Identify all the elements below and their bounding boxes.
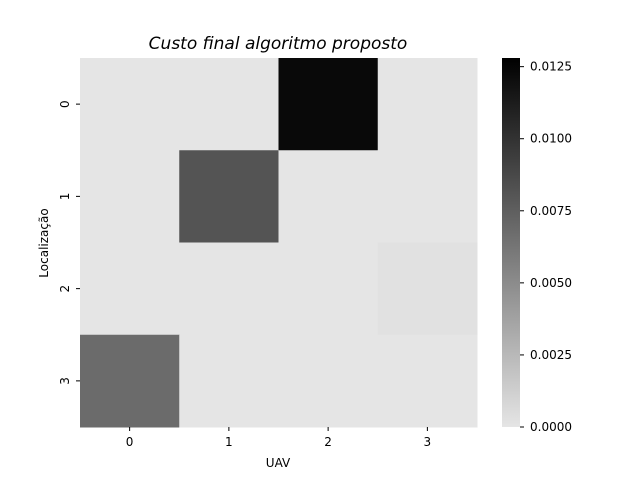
chart-title: Custo final algoritmo proposto bbox=[149, 34, 408, 54]
x-tick-label: 1 bbox=[225, 435, 233, 449]
y-tick-label: 1 bbox=[58, 193, 72, 201]
colorbar-tick-label: 0.0000 bbox=[530, 420, 572, 434]
heatmap-cell bbox=[377, 150, 478, 243]
x-axis-label: UAV bbox=[266, 456, 291, 470]
y-axis: 0 1 2 3 bbox=[58, 100, 80, 385]
heatmap-cell bbox=[377, 58, 478, 151]
heatmap-cell bbox=[278, 150, 379, 243]
heatmap-cell bbox=[179, 58, 279, 151]
heatmap-cell bbox=[179, 150, 279, 243]
heatmap-cell bbox=[179, 334, 279, 428]
y-axis-label: Localização bbox=[37, 208, 51, 277]
heatmap-cell bbox=[377, 334, 478, 428]
x-axis: 0 1 2 3 bbox=[126, 427, 431, 449]
heatmap-cell bbox=[278, 242, 379, 336]
heatmap-cell bbox=[80, 150, 180, 243]
x-tick-label: 0 bbox=[126, 435, 134, 449]
heatmap-cell bbox=[278, 334, 379, 428]
heatmap-cell bbox=[179, 242, 279, 336]
colorbar-tick-label: 0.0100 bbox=[530, 132, 572, 146]
colorbar-tick-label: 0.0025 bbox=[530, 348, 572, 362]
colorbar: 0.0000 0.0025 0.0050 0.0075 0.0100 0.0125 bbox=[502, 58, 572, 434]
heatmap-cell bbox=[278, 58, 379, 151]
heatmap-cell bbox=[80, 242, 180, 336]
heatmap-cell bbox=[80, 334, 180, 428]
y-tick-label: 2 bbox=[58, 285, 72, 293]
colorbar-tick-label: 0.0075 bbox=[530, 204, 572, 218]
y-tick-label: 3 bbox=[58, 377, 72, 385]
heatmap-cells bbox=[80, 58, 478, 428]
y-tick-label: 0 bbox=[58, 100, 72, 108]
colorbar-tick-label: 0.0050 bbox=[530, 276, 572, 290]
colorbar-gradient bbox=[502, 58, 520, 427]
heatmap-cell bbox=[80, 58, 180, 151]
colorbar-tick-label: 0.0125 bbox=[530, 60, 572, 74]
heatmap-cell bbox=[377, 242, 478, 336]
x-tick-label: 3 bbox=[424, 435, 432, 449]
x-tick-label: 2 bbox=[324, 435, 332, 449]
